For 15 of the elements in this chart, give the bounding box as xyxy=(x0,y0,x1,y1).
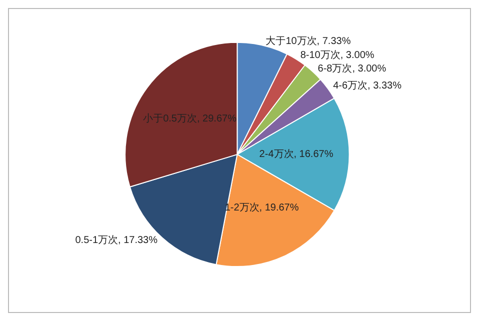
slice-label: 2-4万次 xyxy=(259,148,294,160)
slice-label: 大于10万次 xyxy=(266,34,317,47)
slice-label: 8-10万次 xyxy=(300,50,340,62)
data-label: , 29.67% xyxy=(196,114,237,125)
data-label: , 19.67% xyxy=(259,202,299,214)
slice-label: 小于0.5万次 xyxy=(143,112,197,125)
data-label: , 17.33% xyxy=(118,235,158,246)
slice-label: 6-8万次 xyxy=(318,63,352,74)
data-label: , 3.00% xyxy=(352,63,386,74)
data-label: , 3.33% xyxy=(368,80,402,92)
slice-label: 4-6万次 xyxy=(333,80,368,92)
data-label: , 16.67% xyxy=(294,148,334,160)
data-label: , 3.00% xyxy=(340,50,374,62)
data-label: , 7.33% xyxy=(316,36,351,47)
slice-label: 0.5-1万次 xyxy=(75,235,118,246)
